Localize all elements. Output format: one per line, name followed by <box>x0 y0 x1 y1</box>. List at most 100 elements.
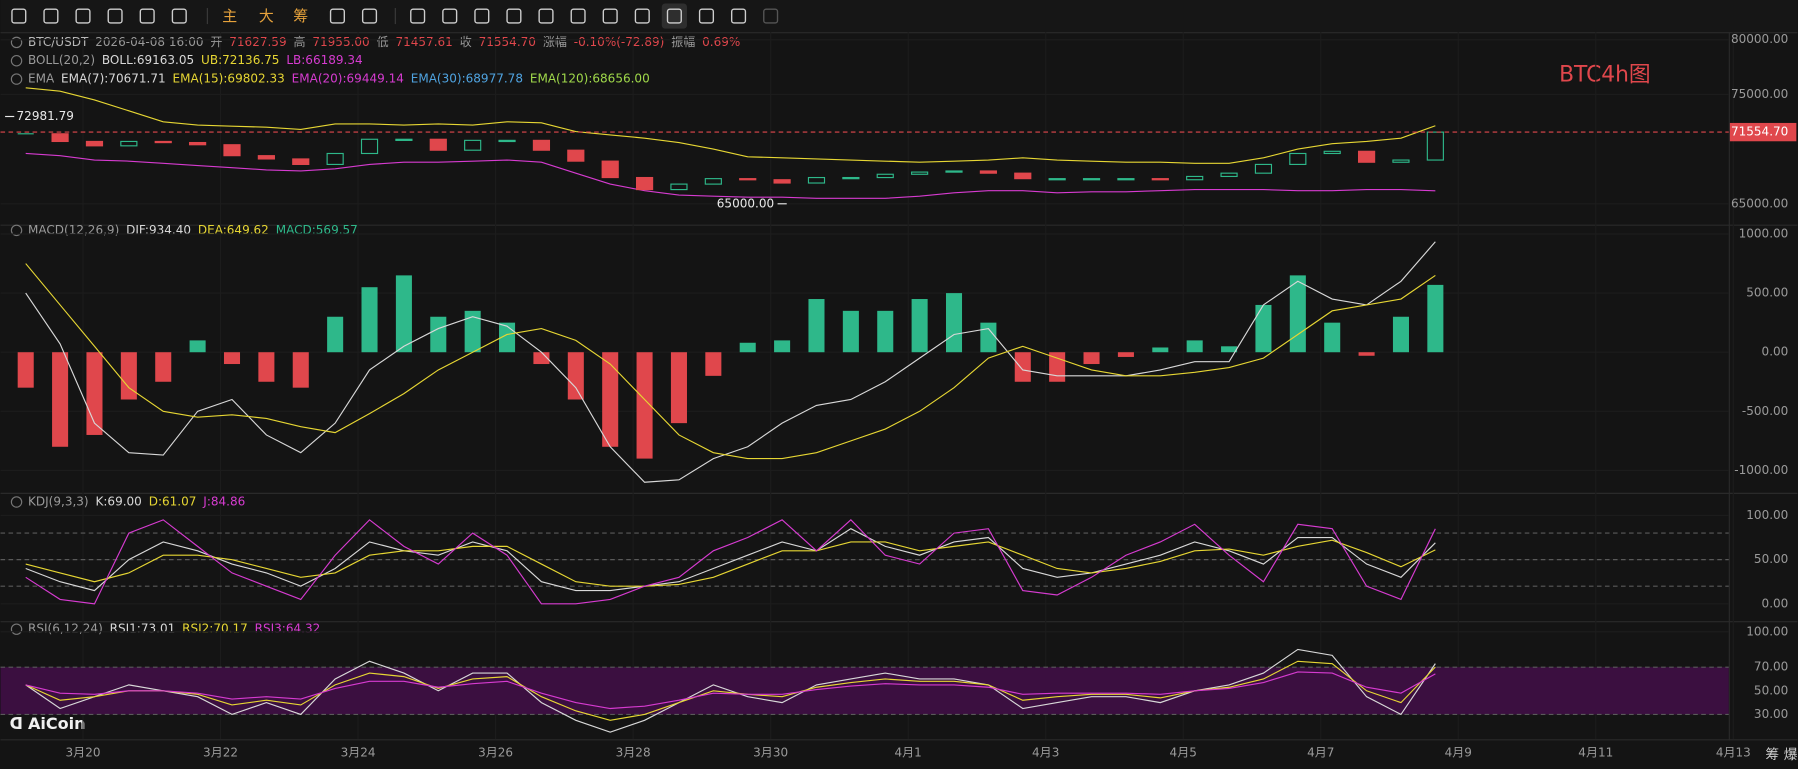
macd-bar <box>877 310 894 353</box>
candle <box>1323 150 1341 155</box>
macd-bar <box>705 352 722 376</box>
y-tick-label: 0.00 <box>1762 345 1789 359</box>
tool-icon[interactable] <box>666 8 682 24</box>
candle <box>360 138 379 155</box>
legend-text: DEA:649.62 <box>198 223 269 237</box>
candle <box>911 171 929 175</box>
collapse-icon[interactable] <box>10 36 23 49</box>
legend-text: 71457.61 <box>395 35 452 49</box>
logo-mark: ᗡ <box>10 714 23 733</box>
candle <box>842 176 860 180</box>
candle <box>670 183 688 191</box>
candle <box>1357 150 1376 163</box>
indicator-line <box>25 528 1436 592</box>
legend-text: D:61.07 <box>149 494 197 508</box>
tool-icon[interactable] <box>570 8 586 24</box>
y-tick-label: 100.00 <box>1746 508 1788 522</box>
tool-icon[interactable] <box>75 8 91 24</box>
toolbar-button[interactable]: 主 <box>222 7 237 25</box>
candle <box>532 139 551 151</box>
tool-icon[interactable] <box>11 8 27 24</box>
liquidation-button[interactable]: 爆 <box>1784 747 1798 763</box>
x-tick-label: 4月3 <box>1032 745 1059 759</box>
y-tick-label: 100.00 <box>1746 624 1788 638</box>
legend-text: BOLL:69163.05 <box>102 53 194 67</box>
last-price-label: 71554.70 <box>1731 125 1788 139</box>
legend-text: 71627.59 <box>229 35 286 49</box>
x-tick-label: 4月5 <box>1170 745 1197 759</box>
collapse-icon[interactable] <box>10 224 23 237</box>
macd-bar <box>155 352 172 382</box>
x-tick-label: 4月11 <box>1578 745 1613 759</box>
tool-active-bg <box>661 3 687 29</box>
x-tick-label: 4月7 <box>1307 745 1334 759</box>
x-tick-label: 3月28 <box>616 745 651 759</box>
y-tick-label: 50.00 <box>1754 683 1788 697</box>
legend-text: 收 <box>460 35 472 49</box>
tool-icon[interactable] <box>139 8 155 24</box>
indicator-line <box>25 241 1436 483</box>
chip-button[interactable]: 筹 <box>1765 746 1779 763</box>
candle <box>223 144 241 157</box>
toolbar-button[interactable]: 大 <box>259 7 274 25</box>
candle <box>51 133 69 143</box>
macd-bar <box>464 310 481 353</box>
tool-icon[interactable] <box>329 8 345 24</box>
tool-icon[interactable] <box>506 8 522 24</box>
candle <box>945 170 963 173</box>
legend-text: LB:66189.34 <box>286 53 362 67</box>
candle <box>1392 159 1410 163</box>
tool-icon[interactable] <box>474 8 490 24</box>
tool-icon[interactable] <box>43 8 59 24</box>
legend-text: DIF:934.40 <box>126 223 191 237</box>
tool-icon[interactable] <box>730 8 747 24</box>
tool-icon[interactable] <box>634 8 650 24</box>
macd-bar <box>189 340 206 353</box>
candle <box>1151 178 1169 181</box>
legend-text: RSI3:64.32 <box>255 622 321 636</box>
tool-icon[interactable] <box>442 8 458 24</box>
tool-icon[interactable] <box>171 8 187 24</box>
collapse-icon[interactable] <box>10 496 23 508</box>
legend-text: EMA(7):70671.71 <box>61 72 166 86</box>
macd-bar <box>1358 352 1375 356</box>
candle <box>635 176 654 191</box>
candle <box>876 173 894 179</box>
tool-icon[interactable] <box>538 8 554 24</box>
candle <box>154 140 172 144</box>
candle <box>292 158 310 165</box>
macd-bar <box>361 287 378 353</box>
tool-icon[interactable] <box>763 8 779 24</box>
macd-bar <box>52 352 69 447</box>
macd-bar <box>1152 347 1169 353</box>
macd-bar <box>120 352 137 400</box>
indicator-line <box>25 519 1436 605</box>
collapse-icon[interactable] <box>10 55 23 67</box>
legend-text: 开 <box>210 35 222 49</box>
tool-icon[interactable] <box>107 8 123 24</box>
tool-icon[interactable] <box>602 8 618 24</box>
y-tick-label: 65000.00 <box>1731 196 1788 210</box>
logo: AiCoin <box>28 714 86 733</box>
tool-icon[interactable] <box>698 8 715 24</box>
x-tick-label: 3月30 <box>753 745 788 759</box>
macd-bar <box>1221 346 1238 353</box>
collapse-icon[interactable] <box>10 623 23 635</box>
legend-text: EMA(30):68977.78 <box>411 72 523 86</box>
legend-text: RSI2:70.17 <box>182 622 248 636</box>
last-price-tag <box>1729 122 1797 142</box>
candle <box>739 178 757 181</box>
x-tick-label: 3月26 <box>478 745 513 759</box>
tool-icon[interactable] <box>410 8 426 24</box>
candle <box>1117 178 1135 181</box>
y-tick-label: 70.00 <box>1754 660 1788 674</box>
macd-bar <box>1255 304 1272 353</box>
x-tick-label: 4月1 <box>895 745 922 759</box>
tool-icon[interactable] <box>361 8 378 24</box>
indicator-line <box>25 152 1436 199</box>
toolbar-button[interactable]: 筹 <box>293 7 308 25</box>
legend-text: K:69.00 <box>96 494 142 508</box>
legend-text: EMA <box>28 72 55 86</box>
collapse-icon[interactable] <box>10 73 23 85</box>
annotation-label: 65000.00 <box>717 196 774 210</box>
